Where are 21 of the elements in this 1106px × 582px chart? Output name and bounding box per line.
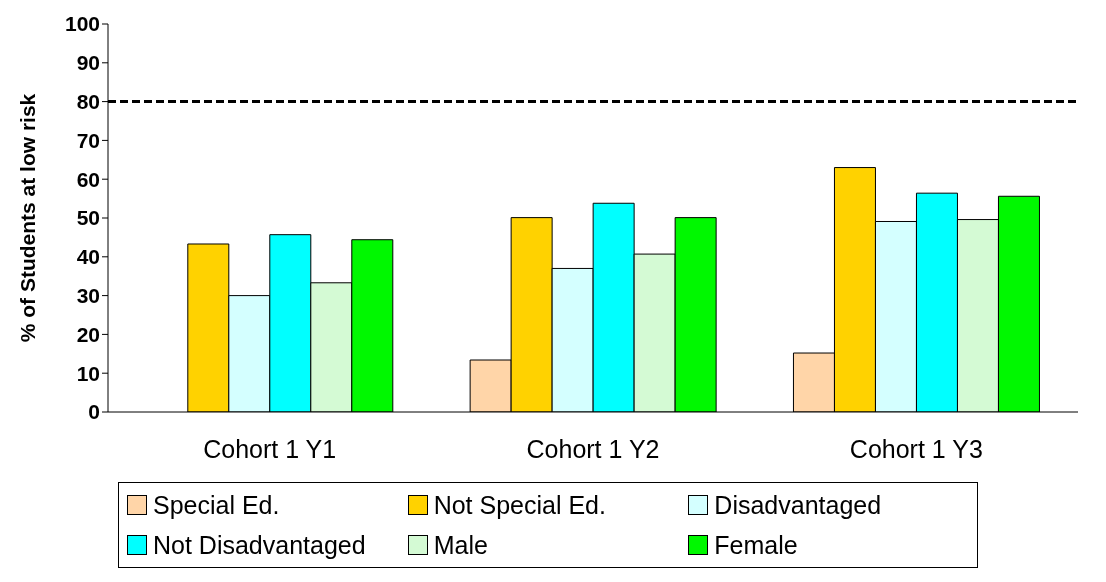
y-tick-label: 80: [76, 90, 100, 114]
y-tick-label: 20: [76, 322, 100, 346]
legend-label: Male: [433, 530, 488, 560]
y-tick-label: 90: [76, 51, 100, 75]
x-tick-label: Cohort 1 Y2: [526, 434, 660, 463]
y-tick-label: 40: [76, 245, 100, 269]
legend-label: Disadvantaged: [714, 490, 882, 520]
y-tick-label: 60: [76, 167, 100, 191]
y-tick-label: 30: [76, 284, 100, 308]
y-tick-label: 50: [76, 206, 100, 230]
x-tick-label: Cohort 1 Y1: [203, 434, 337, 463]
legend-label: Not Disadvantaged: [153, 530, 366, 560]
legend-label: Female: [714, 530, 798, 560]
y-tick-label: 100: [64, 12, 100, 36]
y-tick-label: 10: [76, 361, 100, 385]
x-tick-label: Cohort 1 Y3: [849, 434, 983, 463]
legend-label: Not Special Ed.: [433, 490, 606, 520]
y-axis-title: % of Students at low risk: [16, 93, 40, 343]
legend-label: Special Ed.: [153, 490, 280, 520]
y-tick-label: 70: [76, 128, 100, 152]
y-tick-label: 0: [88, 400, 100, 424]
